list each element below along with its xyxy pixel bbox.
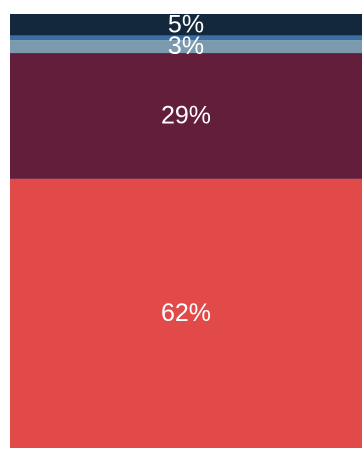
data-label-0: 5% xyxy=(168,10,204,38)
bar-segment-2 xyxy=(10,40,362,54)
labels-layer: 5%3% 29% 62% xyxy=(161,10,211,327)
data-label-3: 29% xyxy=(161,102,211,130)
bar-segment-3 xyxy=(10,53,362,179)
bar-segment-0 xyxy=(10,14,362,36)
data-label-2: 3% xyxy=(168,32,204,60)
data-label-4: 62% xyxy=(161,299,211,327)
bar-segment-4 xyxy=(10,178,362,449)
bar-segment-1 xyxy=(10,35,362,41)
bars-layer xyxy=(10,14,362,449)
